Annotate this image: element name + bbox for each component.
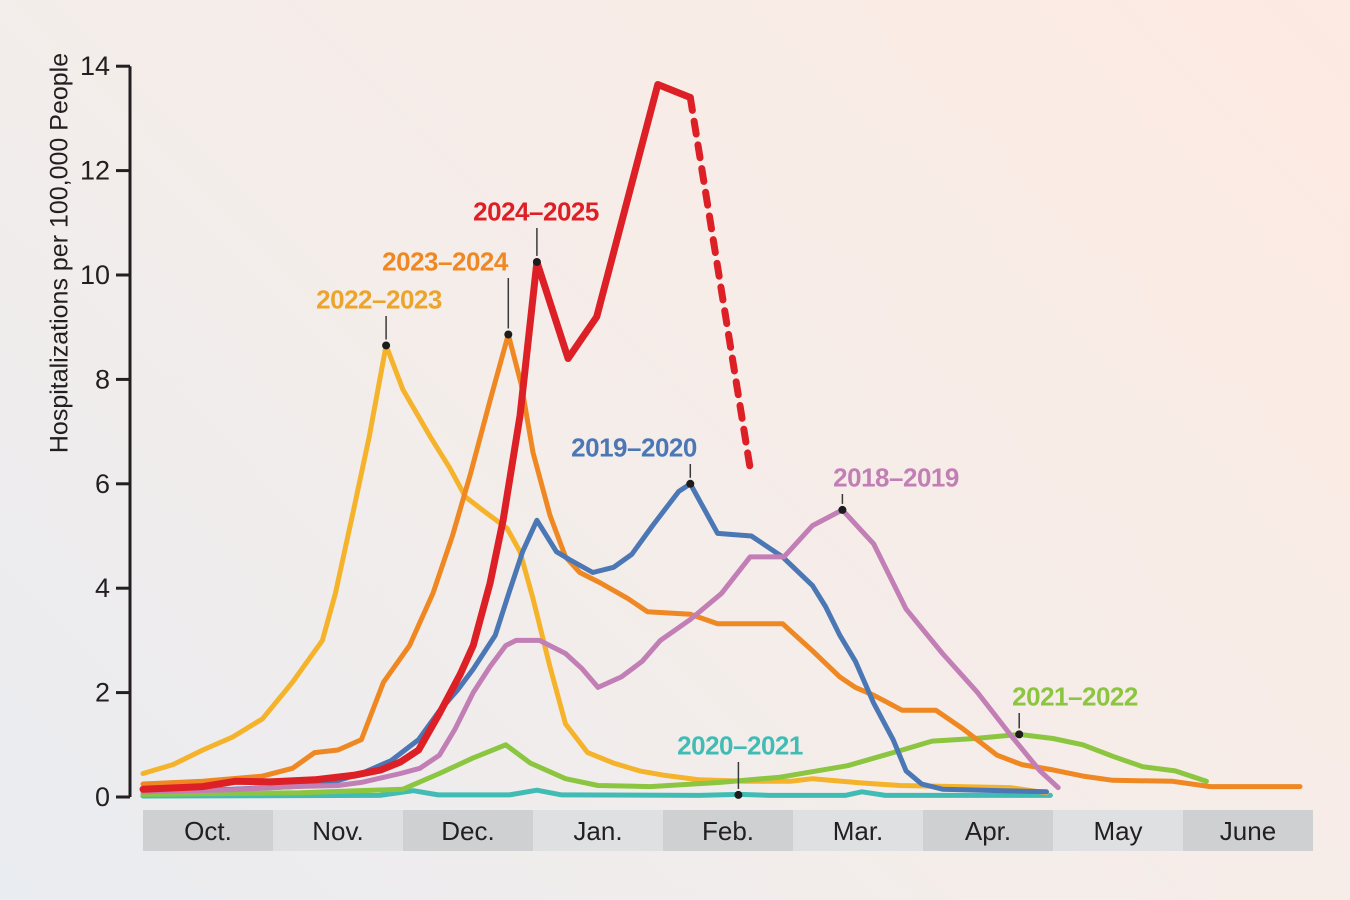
peak-dot-2023-2024	[504, 330, 513, 339]
month-band-dec	[403, 810, 533, 851]
season-label-2022-2023: 2022–2023	[316, 284, 442, 315]
series-line-2019-2020	[140, 481, 1049, 795]
series-line-2020-2021	[140, 787, 1053, 799]
peak-dot-2021-2022	[1015, 730, 1024, 739]
season-label-2024-2025: 2024–2025	[473, 196, 599, 227]
month-band-may	[1053, 810, 1183, 851]
y-tick-label-6: 6	[95, 469, 110, 499]
season-label-2023-2024: 2023–2024	[382, 246, 508, 277]
peak-dot-2018-2019	[838, 505, 847, 514]
month-band-feb	[663, 810, 793, 851]
series-line-2023-2024	[140, 332, 1303, 790]
month-label-dec: Dec.	[441, 816, 494, 846]
season-label-2019-2020: 2019–2020	[571, 432, 697, 463]
month-label-feb: Feb.	[702, 816, 754, 846]
season-label-2021-2022: 2021–2022	[1012, 681, 1138, 712]
month-band-mar	[793, 810, 923, 851]
month-band-june	[1183, 810, 1313, 851]
season-label-2020-2021: 2020–2021	[677, 730, 803, 761]
month-label-apr: Apr.	[965, 816, 1011, 846]
month-label-jan: Jan.	[573, 816, 622, 846]
peak-dot-2019-2020	[686, 479, 695, 488]
month-band-nov	[273, 810, 403, 851]
peak-dot-2020-2021	[734, 790, 743, 799]
series-line-2024-2025	[139, 81, 694, 793]
month-band-oct	[143, 810, 273, 851]
season-label-2018-2019: 2018–2019	[833, 462, 959, 493]
month-label-nov: Nov.	[312, 816, 364, 846]
month-band-jan	[533, 810, 663, 851]
series-line-2021-2022	[140, 731, 1209, 797]
series-line-2018-2019	[140, 507, 1061, 795]
y-tick-label-0: 0	[95, 782, 110, 812]
y-tick-label-14: 14	[80, 51, 110, 81]
month-band-apr	[923, 810, 1053, 851]
y-tick-label-10: 10	[80, 260, 110, 290]
month-label-june: June	[1220, 816, 1276, 846]
y-tick-label-2: 2	[95, 678, 110, 708]
month-label-may: May	[1093, 816, 1142, 846]
peak-dot-2024-2025	[532, 257, 541, 266]
y-tick-label-12: 12	[80, 156, 110, 186]
y-tick-label-8: 8	[95, 364, 110, 394]
month-label-mar: Mar.	[833, 816, 884, 846]
peak-dot-2022-2023	[382, 341, 391, 350]
series-line-2022-2023	[140, 343, 1049, 796]
y-tick-label-4: 4	[95, 573, 110, 603]
month-label-oct: Oct.	[184, 816, 232, 846]
series-line-2024-2025-projected	[686, 94, 754, 472]
